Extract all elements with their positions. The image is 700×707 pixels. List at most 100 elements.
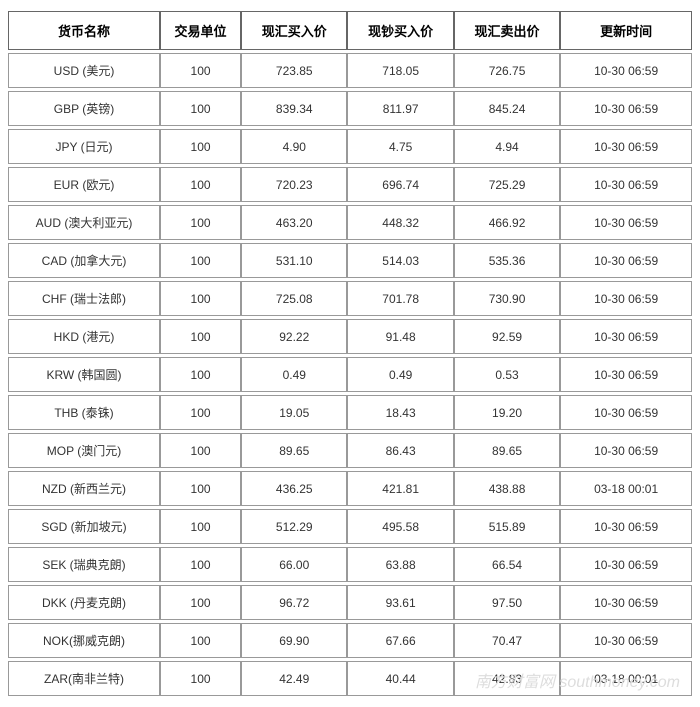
table-row: JPY (日元)1004.904.754.9410-30 06:59 [8,129,692,164]
table-cell: 100 [160,319,241,354]
table-cell: 100 [160,585,241,620]
table-cell: 514.03 [347,243,453,278]
table-cell: 70.47 [454,623,560,658]
table-cell: 10-30 06:59 [560,509,692,544]
table-cell: 100 [160,547,241,582]
table-cell: EUR (欧元) [8,167,160,202]
table-cell: 718.05 [347,53,453,88]
table-cell: 89.65 [241,433,347,468]
table-cell: 701.78 [347,281,453,316]
table-row: SEK (瑞典克朗)10066.0063.8866.5410-30 06:59 [8,547,692,582]
table-cell: 10-30 06:59 [560,319,692,354]
table-cell: 10-30 06:59 [560,91,692,126]
table-cell: MOP (澳门元) [8,433,160,468]
table-cell: 696.74 [347,167,453,202]
table-row: NOK(挪威克朗)10069.9067.6670.4710-30 06:59 [8,623,692,658]
table-cell: 839.34 [241,91,347,126]
table-row: AUD (澳大利亚元)100463.20448.32466.9210-30 06… [8,205,692,240]
table-row: EUR (欧元)100720.23696.74725.2910-30 06:59 [8,167,692,202]
table-cell: 100 [160,661,241,696]
col-header-update-time: 更新时间 [560,11,692,50]
table-cell: 723.85 [241,53,347,88]
table-cell: ZAR(南非兰特) [8,661,160,696]
exchange-rate-table-container: 货币名称 交易单位 现汇买入价 现钞买入价 现汇卖出价 更新时间 USD (美元… [8,8,692,699]
table-cell: GBP (英镑) [8,91,160,126]
table-cell: 100 [160,243,241,278]
table-cell: 725.08 [241,281,347,316]
table-cell: 4.94 [454,129,560,164]
table-cell: 03-18 00:01 [560,471,692,506]
table-cell: 100 [160,281,241,316]
table-cell: 100 [160,433,241,468]
table-cell: 4.75 [347,129,453,164]
table-cell: 100 [160,509,241,544]
table-cell: SGD (新加坡元) [8,509,160,544]
table-cell: 42.49 [241,661,347,696]
table-cell: CAD (加拿大元) [8,243,160,278]
table-cell: AUD (澳大利亚元) [8,205,160,240]
table-cell: 515.89 [454,509,560,544]
table-row: USD (美元)100723.85718.05726.7510-30 06:59 [8,53,692,88]
table-cell: 10-30 06:59 [560,433,692,468]
table-cell: 10-30 06:59 [560,623,692,658]
table-cell: 512.29 [241,509,347,544]
table-cell: 845.24 [454,91,560,126]
table-cell: 92.59 [454,319,560,354]
table-cell: 66.54 [454,547,560,582]
table-header: 货币名称 交易单位 现汇买入价 现钞买入价 现汇卖出价 更新时间 [8,11,692,50]
table-cell: 89.65 [454,433,560,468]
table-cell: USD (美元) [8,53,160,88]
table-cell: 86.43 [347,433,453,468]
table-cell: KRW (韩国圆) [8,357,160,392]
table-row: CAD (加拿大元)100531.10514.03535.3610-30 06:… [8,243,692,278]
table-cell: 100 [160,357,241,392]
table-cell: 720.23 [241,167,347,202]
table-cell: 100 [160,53,241,88]
col-header-cash-buy: 现钞买入价 [347,11,453,50]
table-cell: 10-30 06:59 [560,281,692,316]
table-cell: 96.72 [241,585,347,620]
table-cell: 726.75 [454,53,560,88]
table-row: NZD (新西兰元)100436.25421.81438.8803-18 00:… [8,471,692,506]
table-cell: 10-30 06:59 [560,53,692,88]
table-cell: 100 [160,471,241,506]
table-cell: 69.90 [241,623,347,658]
table-cell: NZD (新西兰元) [8,471,160,506]
table-row: DKK (丹麦克朗)10096.7293.6197.5010-30 06:59 [8,585,692,620]
table-cell: 18.43 [347,395,453,430]
table-cell: 100 [160,167,241,202]
table-cell: 535.36 [454,243,560,278]
table-row: GBP (英镑)100839.34811.97845.2410-30 06:59 [8,91,692,126]
table-cell: 463.20 [241,205,347,240]
table-row: CHF (瑞士法郎)100725.08701.78730.9010-30 06:… [8,281,692,316]
table-cell: 91.48 [347,319,453,354]
table-cell: 92.22 [241,319,347,354]
col-header-currency-name: 货币名称 [8,11,160,50]
col-header-spot-sell: 现汇卖出价 [454,11,560,50]
table-row: MOP (澳门元)10089.6586.4389.6510-30 06:59 [8,433,692,468]
table-cell: 10-30 06:59 [560,585,692,620]
table-cell: CHF (瑞士法郎) [8,281,160,316]
table-cell: 438.88 [454,471,560,506]
table-cell: 0.53 [454,357,560,392]
table-row: THB (泰铢)10019.0518.4319.2010-30 06:59 [8,395,692,430]
table-cell: 63.88 [347,547,453,582]
table-cell: 100 [160,395,241,430]
table-cell: 730.90 [454,281,560,316]
table-cell: 10-30 06:59 [560,167,692,202]
table-row: HKD (港元)10092.2291.4892.5910-30 06:59 [8,319,692,354]
exchange-rate-table: 货币名称 交易单位 现汇买入价 现钞买入价 现汇卖出价 更新时间 USD (美元… [8,8,692,699]
table-cell: 0.49 [347,357,453,392]
table-cell: 811.97 [347,91,453,126]
table-cell: 03-18 00:01 [560,661,692,696]
table-row: SGD (新加坡元)100512.29495.58515.8910-30 06:… [8,509,692,544]
table-cell: 100 [160,205,241,240]
table-cell: 19.20 [454,395,560,430]
table-cell: 42.83 [454,661,560,696]
table-cell: 4.90 [241,129,347,164]
table-cell: 100 [160,91,241,126]
col-header-spot-buy: 现汇买入价 [241,11,347,50]
table-cell: HKD (港元) [8,319,160,354]
table-cell: 40.44 [347,661,453,696]
table-cell: 10-30 06:59 [560,205,692,240]
